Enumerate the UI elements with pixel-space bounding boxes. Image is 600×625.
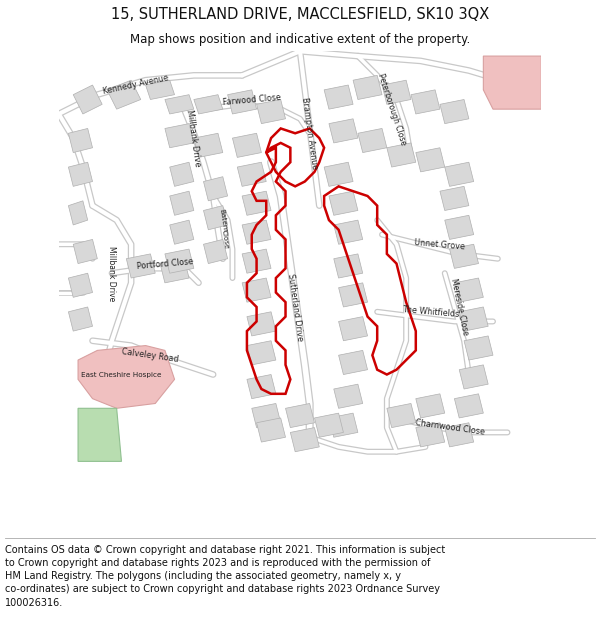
Text: Sutherland Drive: Sutherland Drive: [286, 272, 304, 341]
Polygon shape: [170, 162, 194, 186]
Polygon shape: [416, 148, 445, 172]
Polygon shape: [165, 249, 194, 273]
Text: The Whitfields: The Whitfields: [401, 305, 459, 319]
Text: Charnwood Close: Charnwood Close: [414, 418, 485, 437]
Polygon shape: [290, 428, 319, 452]
Polygon shape: [252, 404, 281, 428]
Polygon shape: [411, 90, 440, 114]
Polygon shape: [387, 143, 416, 167]
Polygon shape: [242, 249, 271, 273]
Polygon shape: [242, 220, 271, 244]
Polygon shape: [242, 278, 271, 302]
Polygon shape: [126, 254, 155, 278]
Polygon shape: [68, 201, 88, 225]
Text: East Cheshire Hospice: East Cheshire Hospice: [81, 371, 162, 378]
Text: Calveley Road: Calveley Road: [121, 347, 179, 364]
Text: 15, SUTHERLAND DRIVE, MACCLESFIELD, SK10 3QX: 15, SUTHERLAND DRIVE, MACCLESFIELD, SK10…: [111, 7, 489, 22]
Polygon shape: [170, 220, 194, 244]
Polygon shape: [449, 244, 479, 268]
Polygon shape: [329, 119, 358, 143]
Polygon shape: [416, 422, 445, 447]
Polygon shape: [440, 99, 469, 124]
Polygon shape: [68, 273, 92, 298]
Polygon shape: [247, 312, 276, 336]
Text: Close: Close: [221, 229, 230, 249]
Polygon shape: [459, 365, 488, 389]
Polygon shape: [232, 133, 262, 158]
Polygon shape: [247, 374, 276, 399]
Polygon shape: [165, 94, 194, 114]
Polygon shape: [78, 346, 175, 408]
Polygon shape: [334, 220, 363, 244]
Polygon shape: [338, 283, 368, 307]
Text: Batem: Batem: [218, 208, 227, 232]
Text: Map shows position and indicative extent of the property.: Map shows position and indicative extent…: [130, 34, 470, 46]
Polygon shape: [314, 413, 343, 437]
Polygon shape: [338, 317, 368, 341]
Polygon shape: [227, 90, 257, 114]
Text: Kennedy Avenue: Kennedy Avenue: [103, 74, 170, 96]
Polygon shape: [484, 56, 541, 109]
Text: Portford Close: Portford Close: [136, 257, 194, 271]
Polygon shape: [454, 278, 484, 302]
Polygon shape: [324, 162, 353, 186]
Polygon shape: [247, 341, 276, 365]
Polygon shape: [358, 129, 387, 152]
Polygon shape: [416, 394, 445, 418]
Polygon shape: [464, 336, 493, 360]
Polygon shape: [78, 408, 121, 461]
Polygon shape: [68, 307, 92, 331]
Polygon shape: [334, 384, 363, 408]
Text: Mereside Close: Mereside Close: [449, 278, 470, 336]
Polygon shape: [242, 191, 271, 215]
Polygon shape: [338, 351, 368, 374]
Polygon shape: [353, 76, 382, 99]
Text: Unnet Grove: Unnet Grove: [414, 238, 466, 251]
Polygon shape: [454, 394, 484, 418]
Polygon shape: [194, 94, 223, 114]
Polygon shape: [286, 404, 314, 428]
Polygon shape: [334, 254, 363, 278]
Polygon shape: [329, 413, 358, 437]
Polygon shape: [257, 99, 286, 124]
Polygon shape: [324, 85, 353, 109]
Polygon shape: [445, 215, 474, 239]
Polygon shape: [445, 422, 474, 447]
Text: Millbank Drive: Millbank Drive: [107, 246, 116, 301]
Polygon shape: [459, 307, 488, 331]
Polygon shape: [73, 239, 97, 264]
Polygon shape: [194, 133, 223, 158]
Polygon shape: [170, 191, 194, 215]
Polygon shape: [160, 259, 189, 283]
Polygon shape: [387, 404, 416, 428]
Text: Millbank Drive: Millbank Drive: [185, 109, 202, 168]
Polygon shape: [68, 129, 92, 152]
Polygon shape: [329, 191, 358, 215]
Polygon shape: [203, 239, 227, 264]
Text: Brampton Avenue: Brampton Avenue: [300, 97, 319, 170]
Text: Peterborough Close: Peterborough Close: [376, 72, 407, 146]
Polygon shape: [257, 418, 286, 442]
Polygon shape: [382, 80, 411, 104]
Polygon shape: [440, 186, 469, 211]
Text: Farwood Close: Farwood Close: [223, 92, 281, 106]
Polygon shape: [165, 124, 194, 148]
Polygon shape: [146, 80, 175, 99]
Polygon shape: [445, 162, 474, 186]
Polygon shape: [203, 177, 227, 201]
Polygon shape: [107, 80, 141, 109]
Polygon shape: [237, 162, 266, 186]
Polygon shape: [203, 206, 227, 230]
Text: Contains OS data © Crown copyright and database right 2021. This information is : Contains OS data © Crown copyright and d…: [5, 545, 445, 608]
Polygon shape: [73, 85, 102, 114]
Polygon shape: [68, 162, 92, 186]
